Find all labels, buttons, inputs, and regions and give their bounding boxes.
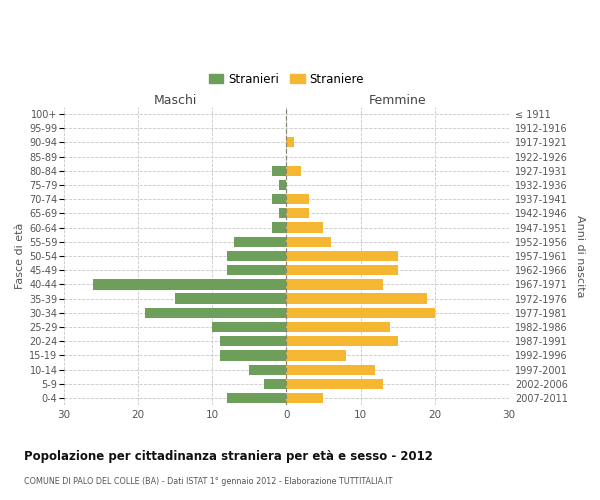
Bar [220, 350, 286, 360]
Bar [286, 265, 398, 276]
Text: COMUNE DI PALO DEL COLLE (BA) - Dati ISTAT 1° gennaio 2012 - Elaborazione TUTTIT: COMUNE DI PALO DEL COLLE (BA) - Dati IST… [24, 478, 392, 486]
Bar [264, 378, 286, 389]
Bar [175, 294, 286, 304]
Bar [272, 194, 286, 204]
Bar [279, 208, 286, 218]
Bar [286, 393, 323, 403]
Bar [286, 222, 323, 232]
Bar [286, 378, 383, 389]
Bar [94, 280, 286, 289]
Bar [227, 251, 286, 261]
Bar [286, 364, 376, 374]
Bar [286, 236, 331, 247]
Bar [286, 166, 301, 176]
Bar [286, 336, 398, 346]
Text: Maschi: Maschi [154, 94, 197, 107]
Bar [249, 364, 286, 374]
Bar [286, 294, 427, 304]
Y-axis label: Anni di nascita: Anni di nascita [575, 214, 585, 297]
Bar [286, 208, 308, 218]
Legend: Stranieri, Straniere: Stranieri, Straniere [204, 68, 368, 90]
Bar [212, 322, 286, 332]
Bar [220, 336, 286, 346]
Bar [286, 194, 308, 204]
Text: Popolazione per cittadinanza straniera per età e sesso - 2012: Popolazione per cittadinanza straniera p… [24, 450, 433, 463]
Bar [286, 350, 346, 360]
Bar [286, 280, 383, 289]
Bar [286, 137, 294, 147]
Bar [286, 251, 398, 261]
Text: Femmine: Femmine [369, 94, 427, 107]
Bar [286, 322, 390, 332]
Y-axis label: Fasce di età: Fasce di età [15, 223, 25, 289]
Bar [227, 393, 286, 403]
Bar [227, 265, 286, 276]
Bar [272, 166, 286, 176]
Bar [272, 222, 286, 232]
Bar [235, 236, 286, 247]
Bar [279, 180, 286, 190]
Bar [145, 308, 286, 318]
Bar [286, 308, 435, 318]
